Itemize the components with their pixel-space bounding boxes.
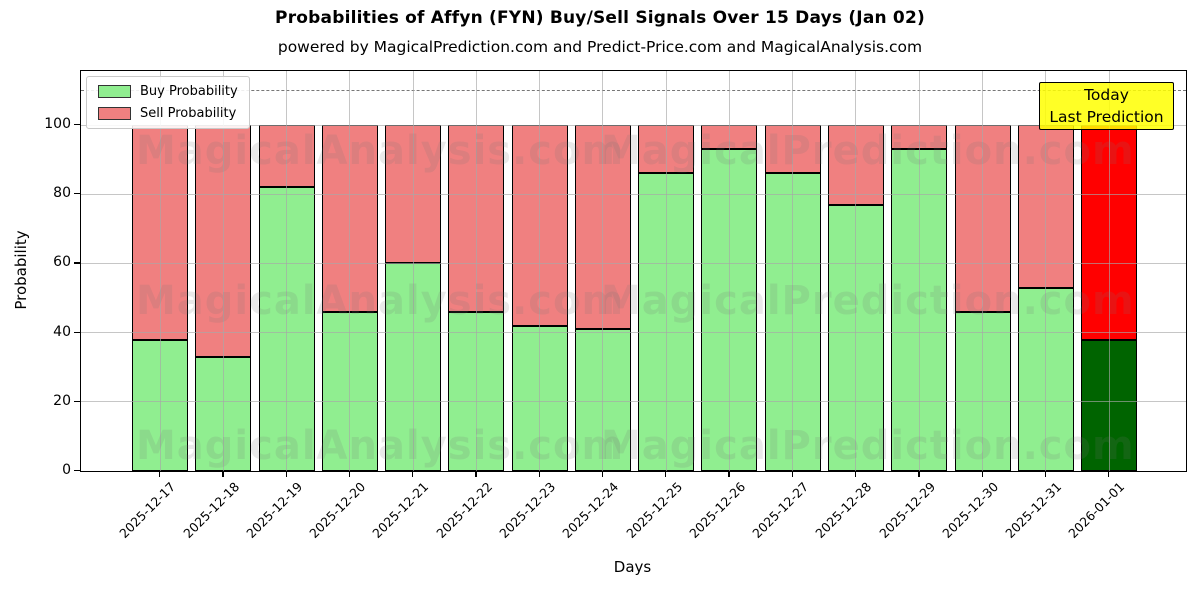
legend: Buy Probability Sell Probability (86, 76, 250, 129)
x-gridline (665, 71, 667, 471)
watermark-text: MagicalPrediction.com (601, 423, 1135, 469)
today-annotation: Today Last Prediction (1039, 82, 1174, 130)
x-gridline (1045, 71, 1047, 471)
watermark-text: MagicalAnalysis.com (136, 278, 625, 324)
x-gridline (475, 71, 477, 471)
plot-area: Buy Probability Sell Probability Today L… (80, 70, 1187, 472)
x-gridline (412, 71, 414, 471)
dashed-threshold-line (81, 90, 1186, 92)
legend-item-buy: Buy Probability (98, 84, 238, 99)
x-tick-mark (665, 472, 667, 477)
x-tick-mark (981, 472, 983, 477)
x-tick-label: 2025-12-28 (812, 479, 875, 541)
x-tick-label: 2025-12-18 (179, 479, 242, 541)
x-tick-label: 2025-12-24 (559, 479, 622, 541)
x-gridline (918, 71, 920, 471)
x-gridline (792, 71, 794, 471)
x-gridline (539, 71, 541, 471)
y-tick-mark (74, 193, 80, 195)
x-tick-label: 2025-12-19 (243, 479, 306, 541)
x-tick-mark (285, 472, 287, 477)
x-gridline (222, 71, 224, 471)
x-tick-mark (159, 472, 161, 477)
y-tick-label: 100 (44, 116, 71, 132)
legend-swatch-buy (98, 85, 131, 98)
watermark-text: MagicalAnalysis.com (136, 423, 625, 469)
y-gridline (81, 193, 1186, 195)
x-tick-label: 2025-12-27 (749, 479, 812, 541)
legend-swatch-sell (98, 107, 131, 120)
x-tick-label: 2025-12-30 (939, 479, 1002, 541)
x-tick-label: 2025-12-21 (369, 479, 432, 541)
y-tick-label: 0 (62, 462, 71, 478)
x-tick-label: 2025-12-29 (875, 479, 938, 541)
y-tick-label: 20 (53, 392, 71, 409)
x-tick-mark (538, 472, 540, 477)
x-tick-mark (601, 472, 604, 477)
x-axis-title: Days (613, 558, 652, 576)
x-tick-label: 2025-12-31 (1002, 479, 1065, 541)
y-tick-label: 60 (53, 254, 71, 271)
x-gridline (1108, 71, 1110, 471)
y-gridline (81, 332, 1186, 334)
y-gridline (81, 262, 1186, 264)
y-tick-mark (74, 331, 80, 333)
legend-label-buy: Buy Probability (140, 84, 238, 99)
y-tick-mark (74, 400, 80, 403)
legend-label-sell: Sell Probability (140, 106, 237, 121)
x-gridline (286, 71, 288, 471)
y-tick-label: 40 (53, 323, 71, 340)
x-tick-mark (348, 472, 351, 477)
watermark-text: MagicalAnalysis.com (136, 128, 625, 174)
x-tick-mark (918, 472, 920, 477)
y-tick-mark (74, 262, 80, 264)
x-tick-mark (854, 472, 857, 477)
x-tick-mark (475, 472, 477, 477)
x-tick-mark (1044, 472, 1047, 477)
x-tick-mark (222, 472, 224, 477)
x-tick-mark (412, 472, 414, 477)
y-gridline (81, 124, 1186, 126)
x-tick-label: 2025-12-20 (306, 479, 369, 541)
x-tick-label: 2025-12-23 (496, 479, 559, 541)
x-tick-label: 2025-12-17 (116, 479, 179, 541)
x-tick-label: 2025-12-25 (622, 479, 685, 541)
x-tick-label: 2026-01-01 (1065, 479, 1128, 541)
x-tick-label: 2025-12-22 (432, 479, 495, 541)
watermark-text: MagicalPrediction.com (601, 128, 1135, 174)
chart-title: Probabilities of Affyn (FYN) Buy/Sell Si… (275, 8, 925, 28)
x-gridline (159, 71, 161, 471)
today-annotation-line2: Last Prediction (1049, 108, 1164, 126)
y-tick-mark (74, 470, 80, 472)
x-tick-mark (1108, 472, 1110, 477)
legend-item-sell: Sell Probability (98, 106, 238, 121)
y-gridline (81, 401, 1186, 403)
x-gridline (602, 71, 604, 471)
chart-subtitle: powered by MagicalPrediction.com and Pre… (277, 38, 923, 56)
x-gridline (728, 71, 730, 471)
x-tick-mark (791, 472, 793, 477)
y-tick-label: 80 (53, 185, 71, 202)
x-tick-label: 2025-12-26 (686, 479, 749, 541)
x-tick-mark (728, 472, 730, 477)
watermark-text: MagicalPrediction.com (601, 278, 1135, 324)
x-gridline (855, 71, 857, 471)
y-tick-mark (74, 124, 80, 126)
today-annotation-line1: Today (1084, 86, 1129, 104)
x-gridline (349, 71, 351, 471)
x-gridline (982, 71, 983, 471)
